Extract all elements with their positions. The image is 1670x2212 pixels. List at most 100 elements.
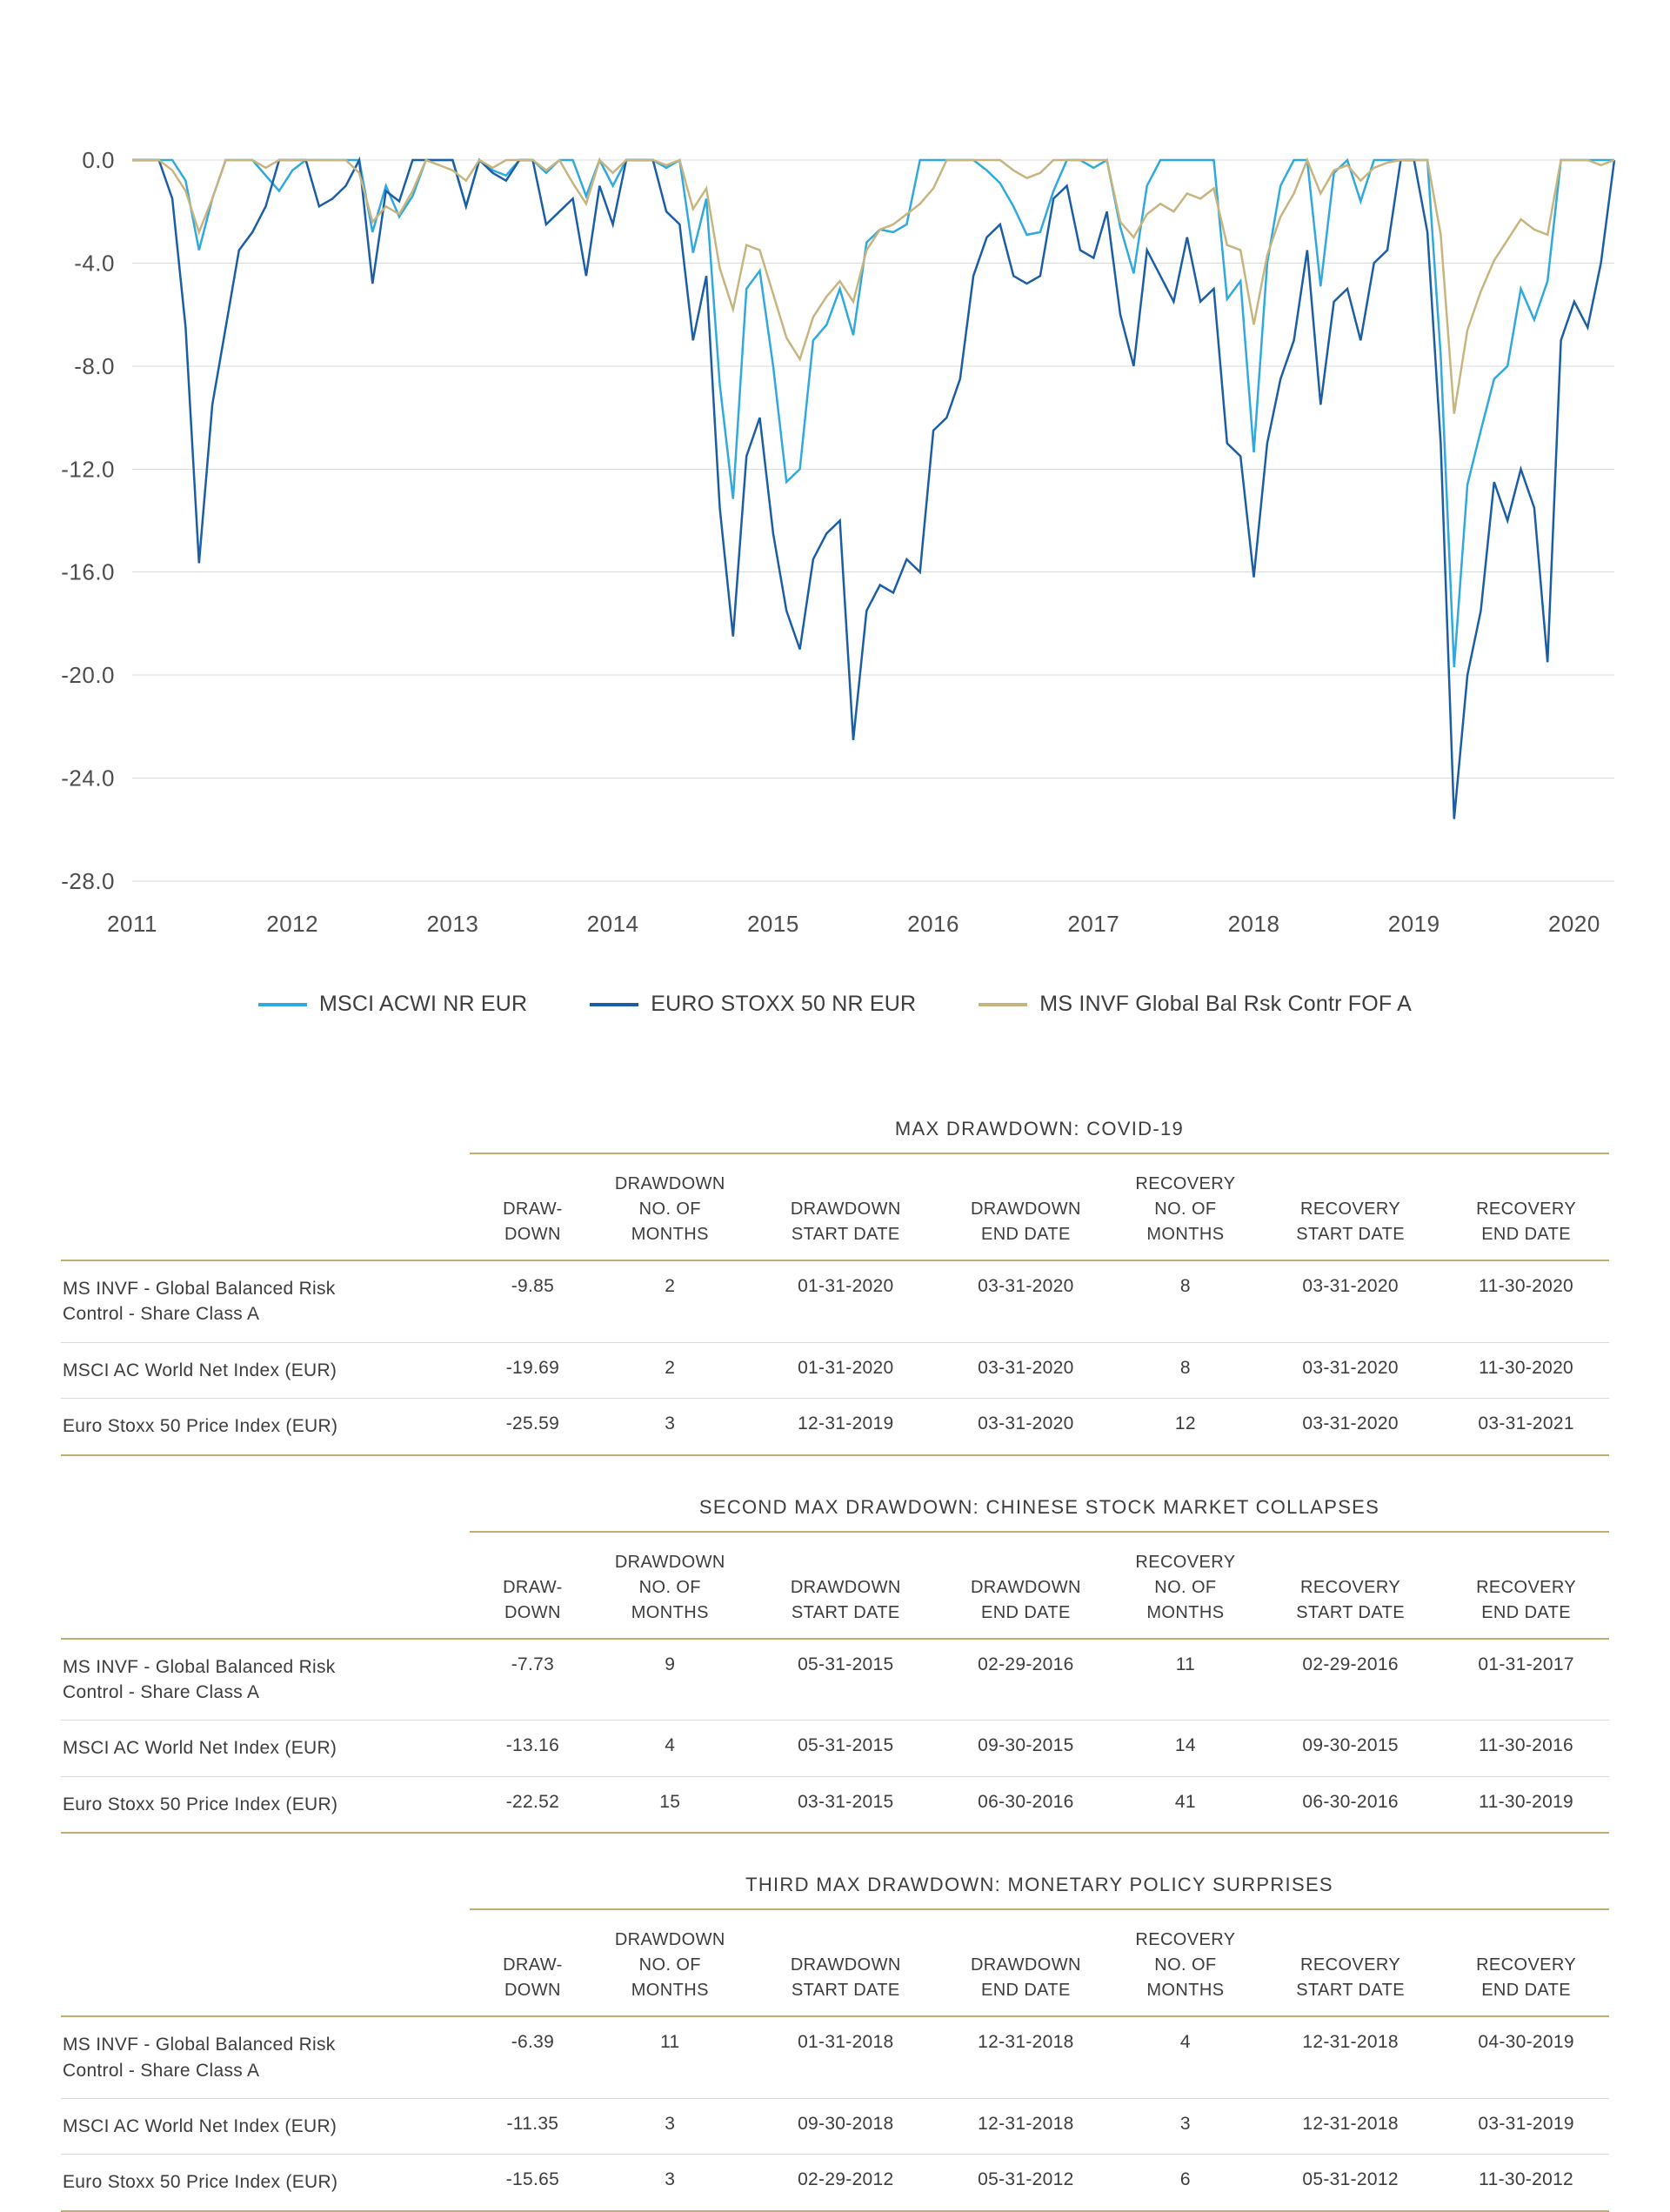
table-cell: 2: [586, 1342, 753, 1400]
chart-line-series-3: [132, 157, 1615, 414]
column-header: RECOVERY NO. OF MONTHS: [1112, 1532, 1258, 1640]
table-cell: 12-31-2019: [752, 1398, 939, 1456]
y-axis-tick-label: 0.0: [82, 147, 115, 173]
column-header: RECOVERY NO. OF MONTHS: [1112, 1910, 1258, 2018]
table-row: Euro Stoxx 50 Price Index (EUR) -15.65 3 02…: [61, 2154, 1609, 2212]
table-cell: 03-31-2020: [938, 1398, 1113, 1456]
table-third-max-drawdown-monetary: THIRD MAX DRAWDOWN: MONETARY POLICY SURP…: [61, 1874, 1609, 2212]
table-cell: 11-30-2016: [1443, 1720, 1609, 1777]
drawdown-table: DRAW- DOWN DRAWDOWN NO. OF MONTHS DRAWDOWN…: [61, 1910, 1609, 2212]
column-header: RECOVERY END DATE: [1443, 1910, 1609, 2018]
table-cell: 04-30-2019: [1443, 2016, 1609, 2099]
column-header: RECOVERY END DATE: [1443, 1154, 1609, 1261]
column-header: RECOVERY NO. OF MONTHS: [1112, 1154, 1258, 1261]
row-label: MSCI AC World Net Index (EUR): [61, 2098, 478, 2155]
table-cell: -25.59: [478, 1398, 587, 1456]
table-cell: -13.16: [478, 1720, 587, 1777]
table-row: MSCI AC World Net Index (EUR) -19.69 2 01-3…: [61, 1342, 1609, 1400]
table-cell: 03-31-2019: [1443, 2098, 1609, 2155]
table-cell: 06-30-2016: [1257, 1776, 1444, 1834]
table-cell: 03-31-2020: [938, 1260, 1113, 1343]
legend-label-ms-invf: MS INVF Global Bal Rsk Contr FOF A: [1039, 992, 1413, 1016]
table-header-row: DRAW- DOWN DRAWDOWN NO. OF MONTHS DRAWDOWN…: [61, 1154, 1609, 1261]
table-cell: 6: [1112, 2154, 1258, 2212]
column-header: RECOVERY START DATE: [1257, 1154, 1444, 1261]
row-label: MS INVF - Global Balanced Risk Control -…: [61, 2016, 478, 2099]
legend-label-euro-stoxx: EURO STOXX 50 NR EUR: [651, 992, 917, 1016]
column-header: DRAWDOWN NO. OF MONTHS: [586, 1532, 753, 1640]
table-cell: 4: [586, 1720, 753, 1777]
column-header: DRAW- DOWN: [478, 1910, 587, 2018]
y-axis-tick-label: -24.0: [61, 765, 115, 792]
table-title: MAX DRAWDOWN: COVID-19: [894, 1118, 1185, 1139]
y-axis-tick-label: -4.0: [74, 250, 115, 276]
legend-swatch-euro-stoxx-icon: [590, 1002, 639, 1006]
table-cell: 02-29-2016: [938, 1638, 1113, 1721]
x-axis-tick-label: 2014: [587, 911, 639, 937]
drawdown-line-chart: 0.0 -4.0 -8.0 -12.0 -16.0 -20.0 -24.0 -28.0 2011…: [61, 147, 1616, 937]
table-cell: 12-31-2018: [1257, 2016, 1444, 2099]
table-cell: 12-31-2018: [938, 2016, 1113, 2099]
table-cell: 3: [586, 2098, 753, 2155]
x-axis-tick-label: 2018: [1228, 911, 1280, 937]
drawdown-tables: MAX DRAWDOWN: COVID-19 DRAW- DOWN DRAWDOW…: [61, 1118, 1609, 2212]
drawdown-chart-section: 0.0 -4.0 -8.0 -12.0 -16.0 -20.0 -24.0 -28.0 2011…: [0, 0, 1670, 1017]
table-cell: 03-31-2020: [1257, 1398, 1444, 1456]
table-header-row: DRAW- DOWN DRAWDOWN NO. OF MONTHS DRAWDOWN…: [61, 1910, 1609, 2018]
table-cell: 11-30-2020: [1443, 1260, 1609, 1343]
table-cell: 05-31-2012: [938, 2154, 1113, 2212]
table-cell: 8: [1112, 1260, 1258, 1343]
chart-line-series-1: [132, 157, 1614, 668]
y-axis-tick-label: -28.0: [61, 868, 115, 894]
table-cell: 03-31-2015: [752, 1776, 939, 1834]
column-header: DRAWDOWN START DATE: [752, 1154, 939, 1261]
chart-legend: MSCI ACWI NR EUR EURO STOXX 50 NR EUR MS…: [0, 992, 1670, 1017]
x-axis-tick-label: 2013: [426, 911, 478, 937]
table-cell: -11.35: [478, 2098, 587, 2155]
table-top-rule: [470, 1530, 1609, 1533]
chart-line-series-2: [132, 156, 1616, 819]
table-cell: 11: [1112, 1638, 1258, 1721]
table-cell: 03-31-2020: [1257, 1260, 1444, 1343]
table-cell: 2: [586, 1260, 753, 1343]
table-cell: -9.85: [478, 1260, 587, 1343]
table-title: SECOND MAX DRAWDOWN: CHINESE STOCK MARKE…: [698, 1495, 1380, 1518]
x-axis-tick-label: 2012: [266, 911, 318, 937]
table-cell: 06-30-2016: [938, 1776, 1113, 1834]
column-header: DRAWDOWN START DATE: [752, 1910, 939, 2018]
table-cell: 03-31-2020: [938, 1342, 1113, 1400]
table-cell: 05-31-2015: [752, 1720, 939, 1777]
table-cell: 3: [586, 1398, 753, 1456]
table-cell: 09-30-2015: [1257, 1720, 1444, 1777]
x-axis-tick-label: 2020: [1548, 911, 1600, 937]
x-axis-tick-label: 2019: [1388, 911, 1440, 937]
table-row: MSCI AC World Net Index (EUR) -11.35 3 09-3…: [61, 2098, 1609, 2155]
x-axis-tick-label: 2015: [747, 911, 799, 937]
y-axis-tick-label: -8.0: [74, 353, 115, 379]
table-cell: 09-30-2018: [752, 2098, 939, 2155]
column-header: DRAWDOWN START DATE: [752, 1532, 939, 1640]
x-axis-tick-label: 2011: [107, 911, 157, 937]
drawdown-table: DRAW- DOWN DRAWDOWN NO. OF MONTHS DRAWDOWN…: [61, 1532, 1609, 1834]
table-row: Euro Stoxx 50 Price Index (EUR) -25.59 3 12…: [61, 1398, 1609, 1456]
table-cell: -7.73: [478, 1638, 587, 1721]
table-row: MS INVF - Global Balanced Risk Control -…: [61, 2016, 1609, 2099]
table-cell: 3: [1112, 2098, 1258, 2155]
row-label: MSCI AC World Net Index (EUR): [61, 1720, 478, 1777]
legend-item-msci-acwi: MSCI ACWI NR EUR: [257, 992, 527, 1017]
row-label: MS INVF - Global Balanced Risk Control -…: [61, 1638, 478, 1721]
table-cell: 09-30-2015: [938, 1720, 1113, 1777]
row-label: MSCI AC World Net Index (EUR): [61, 1342, 478, 1400]
table-top-rule: [470, 1908, 1609, 1911]
table-top-rule: [470, 1153, 1609, 1154]
table-cell: 05-31-2015: [752, 1638, 939, 1721]
table-cell: -6.39: [478, 2016, 587, 2099]
table-cell: 12-31-2018: [1257, 2098, 1444, 2155]
table-cell: -19.69: [478, 1342, 587, 1400]
legend-item-ms-invf: MS INVF Global Bal Rsk Contr FOF A: [979, 992, 1412, 1017]
y-axis-tick-label: -20.0: [61, 662, 115, 688]
column-header: DRAWDOWN END DATE: [938, 1154, 1113, 1261]
row-label: Euro Stoxx 50 Price Index (EUR): [61, 2154, 478, 2212]
table-cell: 03-31-2021: [1443, 1398, 1609, 1456]
